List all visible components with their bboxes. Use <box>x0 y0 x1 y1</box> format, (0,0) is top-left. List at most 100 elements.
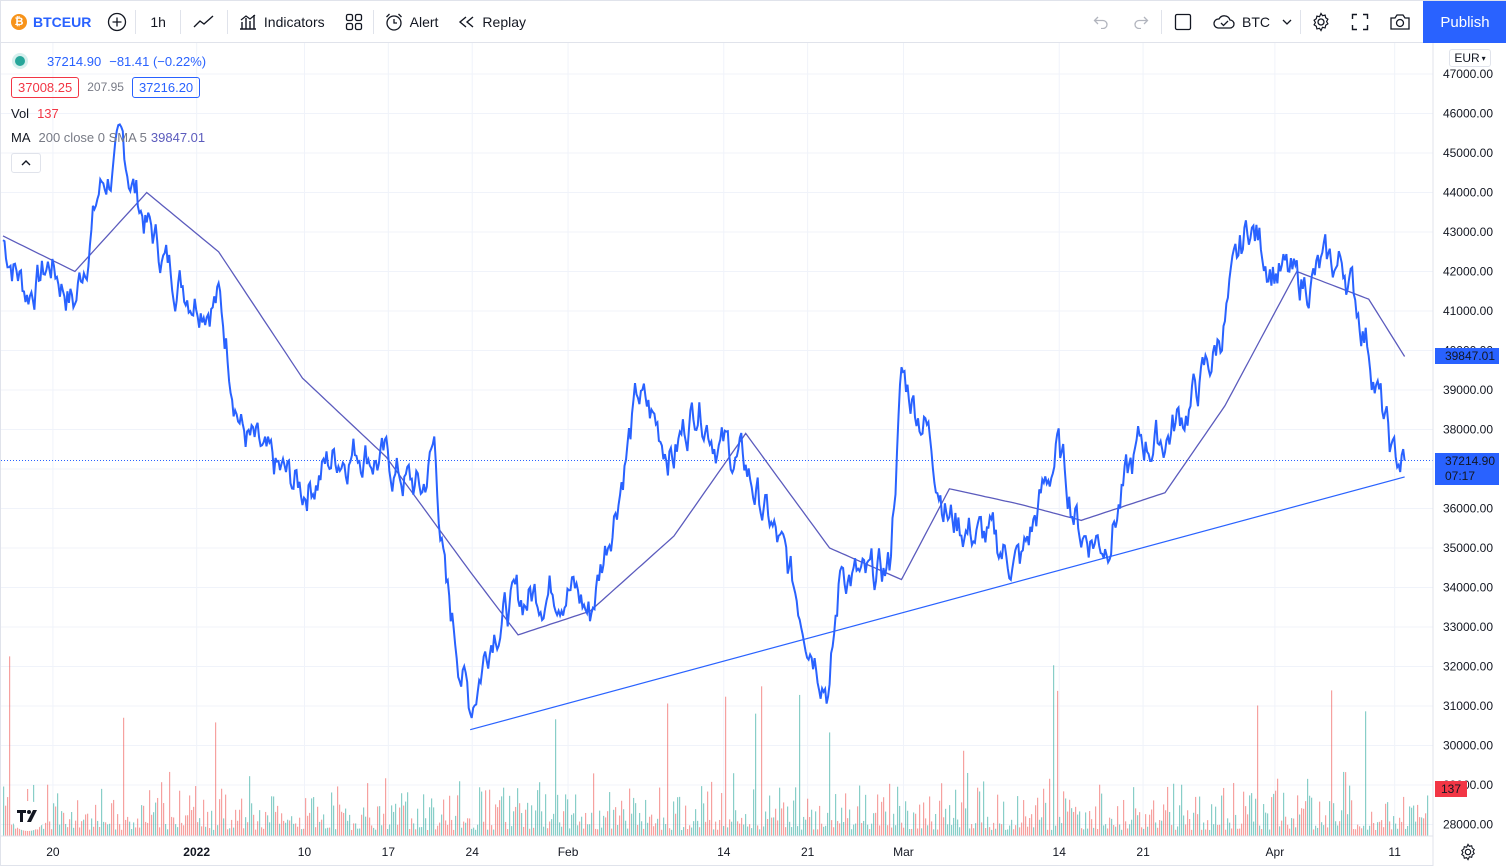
volume-bar <box>399 807 401 836</box>
volume-bar <box>1099 784 1101 836</box>
volume-bar <box>527 802 529 836</box>
replay-button[interactable]: Replay <box>448 1 536 43</box>
volume-bar <box>199 818 201 836</box>
volume-bar <box>701 786 703 836</box>
volume-bar <box>1231 828 1233 836</box>
volume-bar <box>413 823 415 836</box>
volume-bar <box>727 827 729 836</box>
interval-button[interactable]: 1h <box>136 1 180 43</box>
volume-legend-row[interactable]: Vol 137 <box>11 101 206 125</box>
volume-bar <box>1321 822 1323 836</box>
volume-bar <box>1411 807 1413 836</box>
volume-bar <box>185 815 187 836</box>
volume-bar <box>1373 822 1375 836</box>
volume-bar <box>1071 808 1073 836</box>
volume-bar <box>425 818 427 836</box>
volume-bar <box>79 827 81 836</box>
volume-bar <box>677 797 679 836</box>
tradingview-logo[interactable] <box>11 801 45 831</box>
sell-price-button[interactable]: 37008.25 <box>11 76 80 98</box>
volume-bar <box>135 827 137 836</box>
volume-bar <box>707 791 709 836</box>
volume-bar <box>643 828 645 836</box>
volume-bar <box>801 829 803 836</box>
volume-bar <box>1383 827 1385 836</box>
volume-bar <box>1421 817 1423 836</box>
axis-settings-button[interactable] <box>1459 843 1477 866</box>
top-toolbar: ₿ BTCEUR 1h Indicators <box>1 1 1506 43</box>
volume-bar <box>1005 829 1007 836</box>
ma-legend-row[interactable]: MA 200 close 0 SMA 5 39847.01 <box>11 125 206 149</box>
settings-button[interactable] <box>1301 1 1341 43</box>
time-axis[interactable]: 20 2022 10 17 24 Feb 14 21 Mar 14 21 Apr 11 <box>46 845 1401 859</box>
volume-bar <box>765 811 767 836</box>
volume-bar <box>663 817 665 836</box>
volume-bar <box>833 827 835 836</box>
volume-bar <box>1029 817 1031 836</box>
volume-bar <box>145 821 147 836</box>
templates-button[interactable] <box>335 1 373 43</box>
volume-bar <box>963 750 965 836</box>
volume-bar <box>1195 796 1197 836</box>
volume-bar <box>773 817 775 836</box>
volume-bar <box>923 802 925 836</box>
volume-bar <box>919 804 921 836</box>
volume-bar <box>783 802 785 836</box>
volume-bar <box>1115 826 1117 836</box>
redo-button[interactable] <box>1121 1 1161 43</box>
volume-bar <box>285 822 287 836</box>
volume-bar <box>1381 820 1383 836</box>
ma-line <box>2 191 1406 636</box>
volume-bar <box>913 812 915 836</box>
indicators-button[interactable]: Indicators <box>228 1 335 43</box>
volume-bar <box>11 824 13 836</box>
trendline[interactable] <box>470 476 1405 731</box>
chart-type-button[interactable] <box>181 1 227 43</box>
volume-bar <box>905 801 907 836</box>
volume-bar <box>653 826 655 836</box>
volume-bar <box>1069 799 1071 836</box>
symbol-search-button[interactable]: ₿ BTCEUR <box>1 1 99 43</box>
volume-bar <box>1235 814 1237 836</box>
volume-bar <box>371 825 373 836</box>
currency-selector[interactable]: EUR ▾ <box>1449 49 1491 67</box>
volume-bar <box>603 815 605 836</box>
price-axis-badges: 39847.01 37214.90 07:17 137 <box>1435 348 1499 797</box>
price-chart[interactable]: 47000.00 46000.00 45000.00 44000.00 43000.00… <box>1 43 1506 866</box>
publish-button[interactable]: Publish <box>1423 1 1506 43</box>
volume-bar <box>89 829 91 836</box>
volume-label: Vol <box>11 105 30 121</box>
volume-bar <box>1157 827 1159 836</box>
volume-bar <box>1019 827 1021 836</box>
volume-bar <box>301 829 303 836</box>
price-tick-label: 32000.00 <box>1443 660 1493 674</box>
undo-button[interactable] <box>1081 1 1121 43</box>
volume-bar <box>187 815 189 836</box>
volume-bar <box>471 828 473 836</box>
compare-add-button[interactable] <box>99 1 135 43</box>
buy-price-button[interactable]: 37216.20 <box>131 76 201 98</box>
alert-button[interactable]: Alert <box>374 1 449 43</box>
chevron-down-icon <box>1282 19 1292 25</box>
volume-bar <box>421 827 423 836</box>
volume-bar <box>417 808 419 836</box>
volume-bar <box>1323 825 1325 836</box>
snapshot-button[interactable] <box>1379 1 1421 43</box>
volume-bar <box>1299 814 1301 836</box>
volume-bar <box>1173 783 1175 836</box>
volume-bar <box>151 814 153 836</box>
fullscreen-layout-button[interactable] <box>1162 1 1204 43</box>
volume-bar <box>209 828 211 836</box>
volume-bar <box>75 820 77 836</box>
volume-bar <box>49 821 51 836</box>
volume-bar <box>935 814 937 836</box>
legend-collapse-button[interactable] <box>11 153 41 173</box>
volume-bar <box>1087 828 1089 836</box>
volume-bar <box>335 829 337 836</box>
volume-bar <box>615 807 617 836</box>
fullscreen-button[interactable] <box>1341 1 1379 43</box>
price-tick-label: 45000.00 <box>1443 146 1493 160</box>
volume-bar <box>659 787 661 836</box>
save-cloud-button[interactable]: BTC <box>1204 1 1300 43</box>
volume-bar <box>1303 808 1305 836</box>
